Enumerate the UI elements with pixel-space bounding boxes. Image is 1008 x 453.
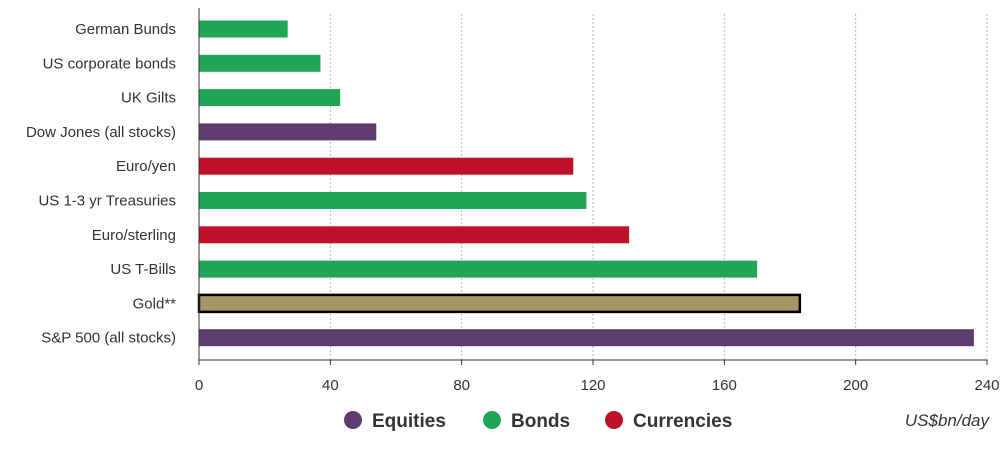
bar-2 — [199, 89, 341, 107]
bar-0 — [199, 20, 288, 38]
bar-8 — [197, 293, 802, 314]
x-tick-label: 40 — [322, 377, 339, 394]
legend-marker-currencies[interactable] — [605, 411, 623, 429]
x-tick-label: 0 — [195, 377, 203, 394]
x-tick-label: 160 — [712, 377, 737, 394]
x-tick-label: 120 — [580, 377, 605, 394]
bar-9 — [199, 329, 974, 347]
category-label: UK Gilts — [121, 90, 176, 107]
legend-marker-bonds[interactable] — [483, 411, 501, 429]
x-tick-label: 240 — [974, 377, 999, 394]
category-label: Euro/sterling — [92, 227, 176, 244]
category-label: German Bunds — [75, 21, 176, 38]
x-tick-label: 200 — [843, 377, 868, 394]
category-label: Gold** — [133, 295, 177, 312]
unit-label: US$bn/day — [905, 411, 991, 430]
bar-1 — [199, 54, 321, 72]
category-label: US corporate bonds — [43, 55, 176, 72]
category-label: US T-Bills — [110, 261, 176, 278]
bar-3 — [199, 123, 377, 141]
legend-label-bonds[interactable]: Bonds — [511, 411, 570, 432]
category-label: US 1-3 yr Treasuries — [38, 193, 176, 210]
category-label: Euro/yen — [116, 158, 176, 175]
bar-5 — [199, 192, 587, 209]
legend-marker-equities[interactable] — [344, 411, 362, 429]
bar-6 — [199, 226, 630, 244]
bar-7 — [199, 260, 758, 278]
category-label: S&P 500 (all stocks) — [41, 330, 176, 347]
legend-label-equities[interactable]: Equities — [372, 411, 446, 432]
bar-4 — [199, 157, 574, 175]
x-tick-label: 80 — [453, 377, 470, 394]
category-label: Dow Jones (all stocks) — [26, 124, 176, 141]
legend-label-currencies[interactable]: Currencies — [633, 411, 732, 432]
